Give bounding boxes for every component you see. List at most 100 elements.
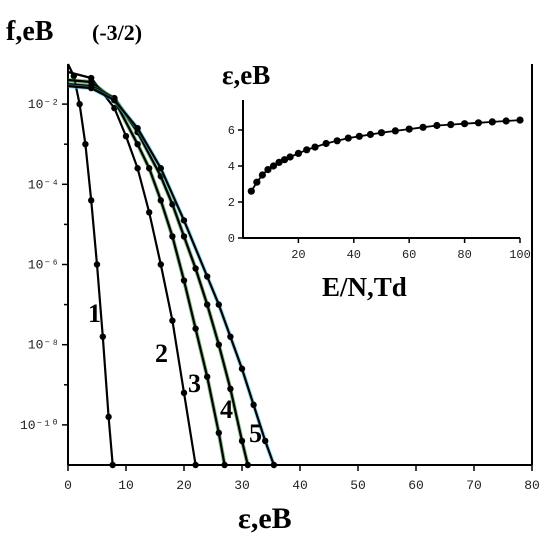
inset-series-point — [311, 143, 319, 151]
inset-x-tick-label: 100 — [509, 248, 531, 262]
series-4-point — [238, 437, 246, 445]
inset-series-point — [447, 121, 455, 129]
series-1-point — [82, 141, 89, 148]
series-1-line — [67, 63, 114, 466]
series-4-point — [244, 461, 251, 469]
series-3-line — [67, 78, 226, 466]
series-3-point — [134, 141, 141, 148]
series-2-point — [122, 132, 130, 140]
series-5-point — [157, 165, 164, 172]
inset-series-point — [366, 130, 375, 139]
series-5-point — [262, 437, 269, 445]
inset-series-point — [303, 146, 311, 154]
inset-y-axis-label: ε,eB — [222, 60, 270, 90]
inset-series-point — [419, 123, 427, 131]
series-1-point — [88, 197, 95, 204]
inset-x-tick-label: 40 — [347, 248, 361, 262]
series-3-point — [146, 165, 153, 172]
series-5-point — [270, 461, 278, 469]
series-1-point — [105, 413, 112, 421]
inset-series-point — [280, 156, 289, 164]
inset-series-point — [294, 149, 302, 157]
x-tick-label: 60 — [408, 478, 424, 493]
inset-series-point — [502, 117, 510, 125]
y-tick-label: 10⁻¹⁰ — [20, 418, 59, 433]
inset-series-point — [344, 134, 352, 142]
series-1-point — [93, 261, 101, 268]
inset-series-point — [275, 158, 283, 166]
y-tick-label: 10⁻² — [28, 97, 59, 112]
curve-label-1: 1 — [88, 299, 101, 328]
inset-series-point — [516, 116, 524, 124]
inset-series-point — [355, 132, 363, 140]
inset-y-tick-label: 6 — [228, 124, 235, 138]
series-5-point — [250, 401, 257, 409]
series-5-point — [215, 301, 222, 308]
y-tick-label: 10⁻⁶ — [28, 258, 59, 273]
series-3-point — [157, 197, 164, 204]
x-tick-label: 20 — [176, 478, 192, 493]
series-5-point — [134, 124, 141, 132]
series-5-point — [88, 84, 95, 92]
inset-series-point — [269, 162, 278, 170]
inset-y-tick-label: 0 — [228, 232, 235, 246]
series-2-point — [180, 389, 188, 397]
y-tick-label: 10⁻⁴ — [28, 177, 59, 192]
inset-background — [234, 94, 530, 254]
series-5-point — [204, 273, 211, 280]
inset-x-tick-label: 20 — [291, 248, 305, 262]
inset-y-tick-label: 4 — [228, 160, 235, 174]
inset-series-point — [474, 119, 483, 127]
inset-series-point — [433, 121, 441, 130]
series-3-point — [215, 429, 222, 437]
inset-x-tick-label: 60 — [402, 248, 416, 262]
inset-series-point — [247, 187, 255, 195]
main-y-axis-label: f,eB — [6, 16, 53, 47]
series-3-point — [180, 277, 188, 284]
inset-series-point — [405, 125, 413, 133]
y-tick-label: 10⁻⁸ — [28, 338, 59, 353]
inset-series-point — [391, 127, 399, 135]
series-3-point — [221, 461, 228, 469]
inset-x-tick-label: 80 — [457, 248, 471, 262]
series-4-point — [180, 233, 188, 240]
series-4-point — [204, 301, 211, 308]
inset-series-point — [333, 137, 341, 145]
series-2-point — [146, 209, 153, 216]
curve-label-5: 5 — [249, 419, 262, 448]
inset-series-point — [377, 129, 386, 137]
series-1-point — [76, 100, 83, 108]
curve-label-3: 3 — [188, 369, 201, 398]
inset-series-point — [286, 153, 294, 161]
series-5-point — [111, 96, 118, 104]
series-5-point — [180, 217, 188, 224]
inset-series-point — [322, 139, 330, 148]
x-tick-label: 50 — [350, 478, 366, 493]
series-3-point — [204, 373, 211, 380]
inset-series-point — [461, 120, 469, 128]
series-5-point — [238, 365, 246, 372]
series-5-point — [227, 333, 234, 340]
inset-series-point — [253, 178, 261, 186]
series-2-point — [157, 261, 164, 268]
series-4-point — [192, 265, 199, 272]
inset-y-tick-label: 2 — [228, 196, 235, 210]
x-tick-label: 0 — [64, 478, 72, 493]
series-2-point — [169, 317, 176, 324]
series-1-point — [109, 461, 116, 469]
x-tick-label: 70 — [466, 478, 482, 493]
x-tick-label: 10 — [118, 478, 134, 493]
series-4-point — [215, 341, 222, 348]
series-2-point — [134, 165, 141, 172]
inset-x-axis-label: E/N,Td — [322, 272, 407, 302]
main-x-axis-label: ε,eB — [238, 502, 292, 535]
series-2-point — [192, 461, 199, 469]
x-tick-label: 30 — [234, 478, 250, 493]
inset-series-point — [258, 171, 266, 179]
series-4-point — [227, 385, 234, 393]
inset-series-point — [264, 166, 272, 174]
series-1-point — [99, 333, 107, 340]
x-tick-label: 40 — [292, 478, 308, 493]
curve-label-4: 4 — [220, 395, 233, 424]
